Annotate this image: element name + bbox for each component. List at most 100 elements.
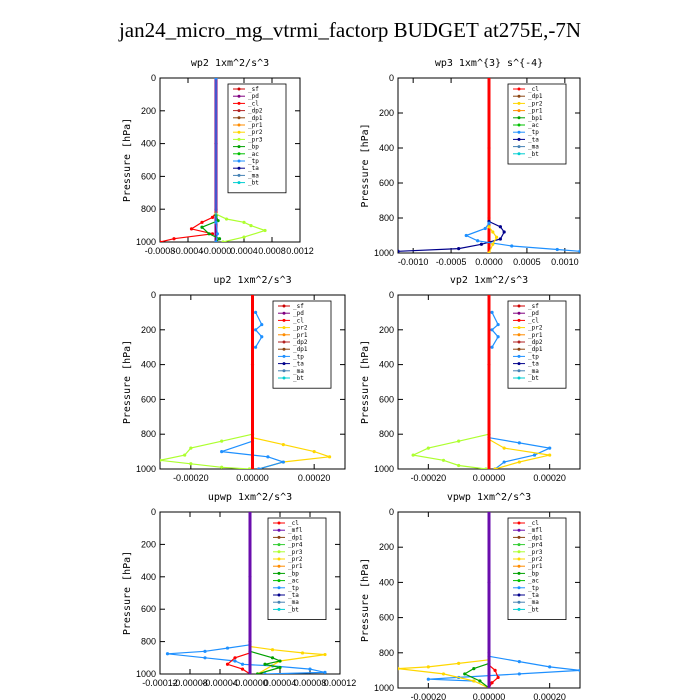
legend-item: _mfl: [528, 527, 543, 534]
legend-item: _pr4: [528, 542, 543, 549]
series-point-cl: [233, 656, 237, 660]
x-tick-label: 0.00020: [298, 473, 331, 483]
legend-marker: [517, 318, 521, 322]
panel-5: upwp 1xm^2/s^3 Pressure [hPa] 0 200 400 600 80…: [122, 492, 356, 688]
y-tick-label: 600: [141, 394, 156, 404]
y-tick-label: 200: [379, 542, 394, 552]
series-point-tp: [257, 467, 261, 469]
y-tick-label: 600: [379, 394, 394, 404]
legend-marker: [237, 159, 241, 163]
series-point-tp: [517, 441, 521, 445]
x-tick-label: 0.00020: [533, 473, 566, 483]
y-tick-label: 1000: [374, 248, 394, 258]
series-point-tp: [240, 662, 245, 666]
legend-marker: [237, 123, 241, 127]
y-tick-label: 800: [141, 637, 156, 647]
series-point-pr2: [327, 455, 332, 459]
y-tick-label: 0: [151, 507, 156, 517]
legend-item: _bt: [528, 375, 539, 382]
series-point-tp: [496, 322, 500, 327]
x-tick-label: -0.00020: [411, 692, 447, 700]
panel-title: vpwp 1xm^2/s^3: [447, 492, 531, 503]
legend-item: _pr3: [288, 549, 303, 556]
legend-marker: [237, 137, 241, 141]
series-line-tp: [167, 644, 326, 674]
legend-marker: [517, 145, 521, 149]
series-point-pr3: [189, 462, 193, 466]
legend-marker: [517, 326, 521, 330]
legend: _cl_mfl_dp1_pr4_pr3_pr2_pr1_bp_ac_tp_ta_…: [507, 517, 567, 620]
series-point-tp: [578, 249, 580, 253]
y-tick-label: 400: [379, 577, 394, 587]
legend-item: _ac: [248, 151, 259, 158]
series-point-pr2: [472, 679, 476, 683]
legend-marker: [517, 550, 521, 554]
series-point-pr2: [494, 235, 499, 239]
x-tick-label: 0.0005: [513, 257, 541, 267]
series-point-pr3: [263, 228, 267, 233]
x-tick-label: -0.00012: [142, 678, 178, 688]
series-point-pr2: [493, 467, 497, 469]
series-point-tp: [483, 226, 487, 231]
legend-item: _pr3: [248, 136, 263, 143]
series-line-pr3: [411, 433, 490, 469]
series-point-bp: [207, 232, 211, 236]
legend-box: [227, 83, 287, 194]
legend-item: _dp2: [248, 108, 263, 115]
legend-marker: [277, 543, 281, 547]
y-tick-label: 0: [151, 290, 156, 300]
legend-marker: [282, 333, 286, 337]
series-point-pr2: [398, 667, 400, 671]
legend-marker: [517, 87, 521, 91]
legend-marker: [517, 137, 521, 141]
legend-item: _cl: [528, 86, 539, 93]
legend-marker: [277, 571, 281, 575]
legend-item: _tp: [288, 585, 299, 592]
legend-marker: [517, 123, 521, 127]
x-tick-label: -0.0000: [201, 246, 232, 256]
panel-1: wp2 1xm^2/s^3 Pressure [hPa] 0 200 400 600 800…: [122, 58, 314, 256]
x-tick-label: 0.00004: [264, 678, 297, 688]
legend-item: _cl: [288, 520, 299, 527]
series-point-cl: [160, 240, 162, 242]
legend-item: _pd: [528, 310, 539, 317]
legend-marker: [517, 311, 521, 315]
y-tick-label: 800: [141, 204, 156, 214]
series-point-pr3: [426, 446, 430, 450]
series-point-pr2: [323, 652, 327, 657]
legend-marker: [237, 130, 241, 134]
x-tick-label: 0.0008: [258, 246, 286, 256]
series-point-bp: [472, 667, 476, 671]
series-point-tp: [203, 649, 207, 653]
legend-item: _pr1: [528, 563, 543, 570]
legend-marker: [277, 607, 281, 611]
series-line-tp: [488, 437, 552, 469]
series-point-tp: [502, 460, 506, 464]
x-tick-label: 0.00000: [473, 473, 506, 483]
series-point-pr2: [426, 665, 430, 669]
series-point-bp: [278, 665, 282, 670]
legend-marker: [282, 376, 286, 380]
legend-item: _pr2: [248, 129, 263, 136]
series-point-pr3: [457, 463, 461, 468]
series-group: [160, 295, 332, 469]
legend-item: _bp1: [528, 115, 543, 122]
series-point-bp: [255, 672, 260, 674]
legend-item: _bt: [528, 151, 539, 158]
legend-item: _ac: [288, 578, 299, 585]
legend-item: _dp2: [528, 339, 543, 346]
series-point-tp: [260, 322, 264, 327]
legend-marker: [517, 521, 521, 525]
legend-item: _pr1: [288, 563, 303, 570]
series-point-tp: [490, 310, 494, 314]
x-tick-label: -0.0004: [173, 246, 204, 256]
legend-item: _tp: [248, 158, 259, 165]
series-point-cl: [200, 220, 204, 224]
legend-item: _ta: [288, 592, 299, 599]
legend-item: _ma: [288, 599, 299, 606]
legend-item: _dp1: [293, 346, 308, 353]
series-point-tp: [532, 453, 537, 457]
legend-item: _dp2: [293, 339, 308, 346]
legend-marker: [517, 347, 521, 351]
